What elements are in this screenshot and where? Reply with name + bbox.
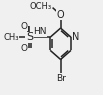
Text: N: N [72,32,80,42]
Text: O: O [57,10,64,20]
Text: O: O [21,22,28,31]
Text: Br: Br [56,74,66,83]
Text: O: O [21,44,28,53]
Text: S: S [26,32,33,42]
Text: OCH₃: OCH₃ [29,2,52,11]
Text: HN: HN [33,27,47,36]
Text: CH₃: CH₃ [3,33,19,42]
